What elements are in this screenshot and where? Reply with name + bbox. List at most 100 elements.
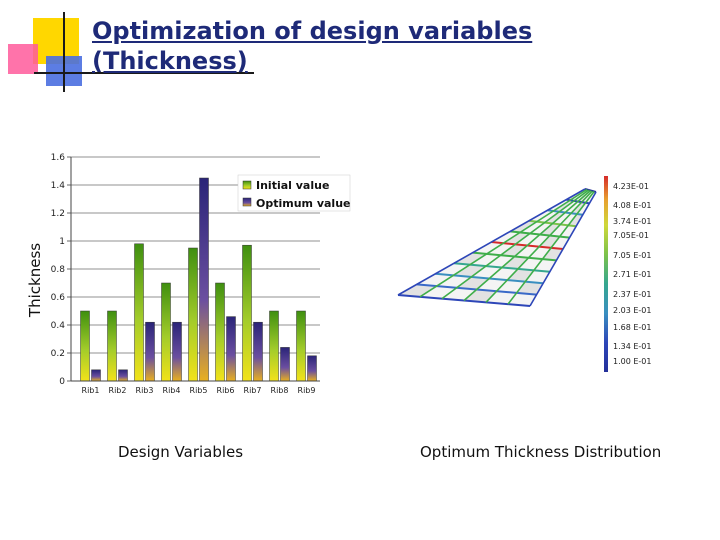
bar-optimum-value (307, 355, 317, 382)
color-scale-label: 2.37 E-01 (613, 290, 651, 299)
y-axis-label: Thickness (26, 243, 44, 318)
mesh-panel (565, 201, 582, 214)
mesh-panel (559, 200, 578, 213)
bar-initial-value (161, 282, 171, 382)
mesh-panel (442, 287, 477, 301)
mesh-panel (500, 244, 528, 257)
mesh-panel (571, 202, 586, 215)
decor-pink-square (8, 44, 38, 74)
mesh-panel (398, 284, 437, 297)
title-line-2: (Thickness) (92, 47, 248, 75)
mesh-panel (549, 224, 569, 237)
mesh-spar-line (397, 188, 586, 296)
bar-optimum-value (199, 177, 209, 382)
mesh-panel (435, 263, 471, 276)
color-scale-label: 1.68 E-01 (613, 323, 651, 332)
wing-mesh-figure: 4.23E-01 4.08 E-01 3.74 E-01 7.05E-01 7.05 E… (397, 176, 651, 372)
mesh-panel (470, 253, 501, 267)
mesh-panel (528, 210, 554, 222)
mesh-panel (489, 267, 518, 281)
bar-initial-value (188, 247, 198, 382)
mesh-panel (486, 243, 516, 256)
mesh-panel (559, 225, 577, 238)
mesh-panel (552, 212, 572, 225)
mesh-panel (544, 211, 566, 224)
bar-initial-value (80, 310, 90, 382)
y-tick-label: 0 (59, 377, 65, 387)
legend: Initial value Optimum value (237, 174, 351, 212)
mesh-panel (456, 276, 490, 290)
color-scale-labels: 4.23E-01 4.08 E-01 3.74 E-01 7.05E-01 7.05 E… (613, 182, 651, 366)
bar-initial-value (269, 310, 279, 382)
color-scale-label: 2.71 E-01 (613, 270, 651, 279)
mesh-panel (436, 275, 472, 288)
bar-initial-value (242, 244, 252, 382)
color-scale-label: 7.05E-01 (613, 231, 649, 240)
x-tick-label: Rib8 (271, 386, 289, 395)
mesh-panel (486, 255, 515, 268)
y-tick-labels: 0 0.2 0.4 0.6 0.8 1 1.2 1.4 1.6 (51, 153, 71, 387)
mesh-spar-line (441, 189, 590, 300)
x-tick-label: Rib3 (136, 386, 154, 395)
bar-chart: 0 0.2 0.4 0.6 0.8 1 1.2 1.4 1.6 Rib1 Rib2 Rib3 Rib4… (26, 153, 351, 395)
mesh-panel (491, 231, 521, 244)
mesh-spar-line (507, 191, 595, 305)
mesh-spar-line (529, 191, 597, 307)
legend-swatch-optimum (242, 197, 252, 207)
x-tick-label: Rib4 (163, 386, 181, 395)
mesh-panel (536, 210, 560, 223)
color-scale-label: 3.74 E-01 (613, 217, 651, 226)
bar-optimum-value (91, 369, 101, 382)
x-tick-label: Rib7 (244, 386, 262, 395)
mesh-panel (525, 270, 550, 284)
bar-initial-value (134, 243, 144, 382)
mesh-panel (514, 245, 540, 258)
bars (80, 177, 317, 382)
mesh-panel (508, 292, 537, 306)
caption-optimum-distribution: Optimum Thickness Distribution (420, 443, 662, 461)
color-scale-label: 1.00 E-01 (613, 357, 651, 366)
mesh-panel (576, 202, 590, 215)
y-tick-label: 0.4 (51, 321, 66, 331)
mesh-panel (453, 264, 486, 277)
bar-optimum-value (145, 321, 155, 382)
wing-mesh (397, 188, 597, 307)
y-tick-label: 1.2 (51, 209, 65, 219)
x-tick-labels: Rib1 Rib2 Rib3 Rib4 Rib5 Rib6 Rib7 Rib8 Rib9 (82, 386, 316, 395)
bar-optimum-value (253, 321, 263, 382)
title-line-1: Optimization of design variables (92, 17, 533, 45)
bar-optimum-value (280, 347, 290, 382)
mesh-panel (553, 200, 574, 212)
mesh-panel (454, 252, 487, 265)
mesh-panel (547, 199, 571, 211)
mesh-spar-line (419, 188, 588, 298)
mesh-panel (528, 246, 552, 260)
slide-title: Optimization of design variables (Thickn… (92, 16, 692, 76)
color-scale-label: 1.34 E-01 (613, 342, 651, 351)
legend-label-optimum: Optimum value (256, 197, 351, 210)
y-tick-label: 1 (59, 237, 65, 247)
bar-optimum-value (118, 369, 128, 382)
mesh-panel (520, 221, 545, 234)
mesh-panel (551, 236, 570, 249)
x-tick-label: Rib2 (109, 386, 127, 395)
mesh-panel (503, 232, 530, 245)
mesh-panel (501, 256, 529, 269)
mesh-panel (416, 273, 454, 287)
y-tick-label: 1.4 (51, 181, 66, 191)
mesh-panel (527, 234, 550, 247)
color-scale-label: 2.03 E-01 (613, 306, 651, 315)
bar-initial-value (107, 310, 117, 382)
mesh-panel (530, 222, 553, 235)
decor-horizontal-line (34, 72, 254, 74)
mesh-spar-line (463, 189, 592, 302)
color-scale-bar (604, 176, 608, 372)
mesh-panel (517, 257, 543, 271)
y-tick-label: 1.6 (51, 153, 66, 163)
mesh-panel (568, 214, 583, 227)
y-tick-label: 0.8 (51, 265, 66, 275)
mesh-panel (472, 242, 504, 254)
mesh-panel (420, 286, 457, 299)
mesh-panel (539, 223, 561, 236)
